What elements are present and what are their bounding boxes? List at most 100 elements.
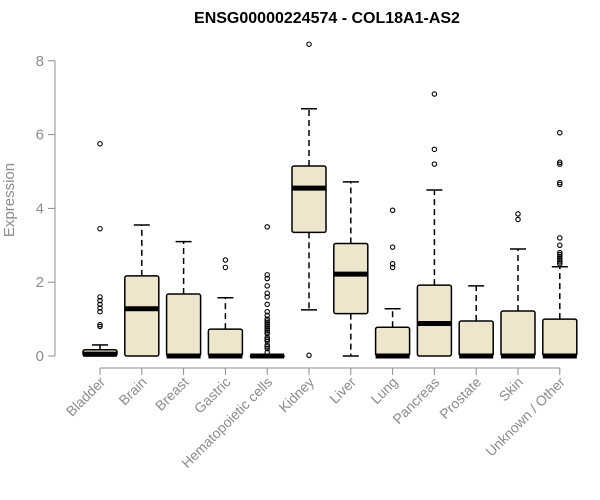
iqr-box: [500, 310, 536, 357]
outlier-point: [264, 325, 270, 332]
outlier-point: [97, 305, 103, 311]
outlier-point: [557, 179, 563, 186]
outlier-point: [264, 349, 270, 356]
outlier-point: [557, 249, 563, 256]
outlier-point: [557, 161, 563, 167]
box-kidney: [291, 41, 327, 359]
outlier-point: [264, 329, 270, 335]
y-tick-label: 2: [36, 274, 44, 291]
x-tick-label: Prostate: [436, 374, 484, 422]
x-tick-label: Bladder: [63, 374, 109, 420]
outlier-point: [97, 297, 103, 304]
outlier-point: [557, 257, 563, 263]
box-unknown-other: [542, 130, 578, 359]
iqr-box: [165, 293, 202, 357]
x-tick-label: Breast: [152, 374, 192, 414]
box-lung: [374, 207, 411, 359]
outlier-point: [264, 275, 270, 282]
iqr-box: [124, 275, 160, 357]
x-tick-label: Brain: [115, 374, 149, 408]
outlier-point: [264, 290, 270, 297]
y-tick-label: 8: [36, 53, 44, 70]
outlier-point: [557, 242, 563, 249]
box-skin: [500, 211, 536, 359]
x-tick-label: Lung: [367, 374, 400, 407]
chart-title: ENSG00000224574 - COL18A1-AS2: [194, 10, 460, 27]
outlier-point: [264, 308, 270, 315]
outlier-point: [264, 344, 270, 350]
iqr-box: [207, 328, 244, 357]
iqr-box: [458, 320, 494, 357]
box-gastric: [207, 257, 244, 359]
iqr-box: [416, 284, 453, 357]
boxes-group: [82, 41, 578, 359]
outlier-point: [97, 323, 103, 330]
x-tick-label: Kidney: [276, 374, 318, 416]
y-tick-label: 6: [36, 127, 44, 144]
box-pancreas: [416, 91, 453, 357]
y-axis-label: Expression: [1, 163, 18, 237]
outlier-point: [389, 264, 396, 271]
outlier-point: [557, 130, 563, 136]
outlier-point: [264, 323, 270, 330]
outlier-point: [264, 334, 270, 341]
outlier-point: [97, 225, 103, 232]
iqr-box: [333, 242, 369, 315]
outlier-point: [264, 312, 270, 319]
x-tick-label: Unknown / Other: [482, 374, 568, 460]
outlier-point: [264, 342, 270, 348]
outlier-point: [97, 294, 103, 300]
outlier-point: [431, 91, 438, 97]
outlier-point: [557, 259, 563, 265]
outlier-point: [557, 253, 563, 260]
outlier-point: [306, 352, 312, 359]
outlier-point: [264, 327, 270, 333]
outlier-point: [264, 318, 270, 324]
outlier-point: [97, 321, 103, 328]
outlier-point: [264, 316, 270, 322]
outlier-point: [557, 255, 563, 261]
outlier-point: [264, 294, 270, 300]
outlier-point: [97, 308, 103, 315]
box-bladder: [82, 141, 118, 357]
box-hematopoietic-cells: [249, 224, 285, 359]
outlier-point: [557, 181, 563, 188]
outlier-point: [264, 301, 270, 308]
outlier-point: [515, 216, 521, 223]
outlier-point: [264, 345, 270, 352]
outlier-point: [222, 264, 229, 271]
box-breast: [165, 240, 202, 359]
outlier-point: [389, 207, 396, 213]
box-prostate: [458, 285, 494, 359]
outlier-point: [264, 283, 270, 289]
outlier-point: [515, 211, 521, 217]
outlier-point: [264, 338, 270, 344]
iqr-box: [291, 165, 327, 234]
y-tick-label: 4: [36, 200, 44, 217]
iqr-box: [374, 326, 411, 357]
x-tick-label: Liver: [326, 374, 359, 407]
outlier-point: [306, 41, 312, 47]
outlier-point: [431, 146, 438, 153]
box-brain: [124, 224, 160, 357]
outlier-point: [389, 244, 396, 250]
iqr-box: [542, 318, 578, 357]
outlier-point: [97, 141, 103, 147]
outlier-point: [264, 336, 270, 343]
outlier-point: [557, 159, 563, 166]
outlier-point: [431, 161, 438, 167]
outlier-point: [264, 224, 270, 230]
outlier-point: [264, 331, 270, 337]
outlier-point: [264, 320, 270, 326]
outlier-point: [97, 301, 103, 308]
outlier-point: [557, 260, 563, 267]
y-tick-label: 0: [36, 348, 44, 365]
outlier-point: [557, 251, 563, 258]
outlier-point: [389, 260, 396, 267]
outlier-point: [264, 321, 270, 328]
outlier-point: [557, 235, 563, 241]
outlier-point: [222, 257, 229, 263]
x-tick-label: Skin: [496, 374, 527, 405]
